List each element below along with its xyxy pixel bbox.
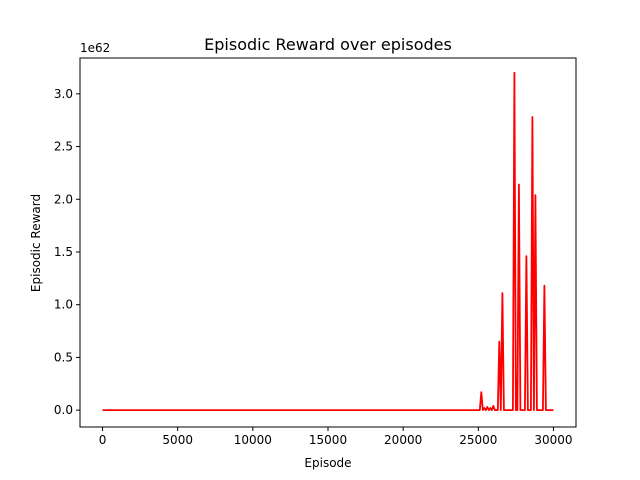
x-tick-label: 30000: [534, 433, 572, 447]
x-tick-label: 10000: [234, 433, 272, 447]
x-axis-label: Episode: [304, 456, 351, 470]
series-line: [102, 71, 554, 412]
y-tick-label: 2.0: [54, 192, 73, 206]
plot-area-frame: [79, 57, 577, 428]
y-tick-label: 1.5: [54, 245, 73, 259]
y-tick-label: 3.0: [54, 87, 73, 101]
y-tick-label: 0.0: [54, 403, 73, 417]
x-tick-label: 20000: [384, 433, 422, 447]
y-tick-label: 1.0: [54, 298, 73, 312]
x-tick-label: 0: [99, 433, 107, 447]
y-tick-label: 0.5: [54, 350, 73, 364]
x-tick-label: 5000: [162, 433, 193, 447]
y-axis-label: Episodic Reward: [29, 194, 43, 292]
y-axis-scale-factor: 1e62: [80, 41, 110, 55]
x-tick-label: 15000: [309, 433, 347, 447]
y-tick-label: 2.5: [54, 140, 73, 154]
chart-title: Episodic Reward over episodes: [204, 35, 452, 54]
x-tick-label: 25000: [459, 433, 497, 447]
